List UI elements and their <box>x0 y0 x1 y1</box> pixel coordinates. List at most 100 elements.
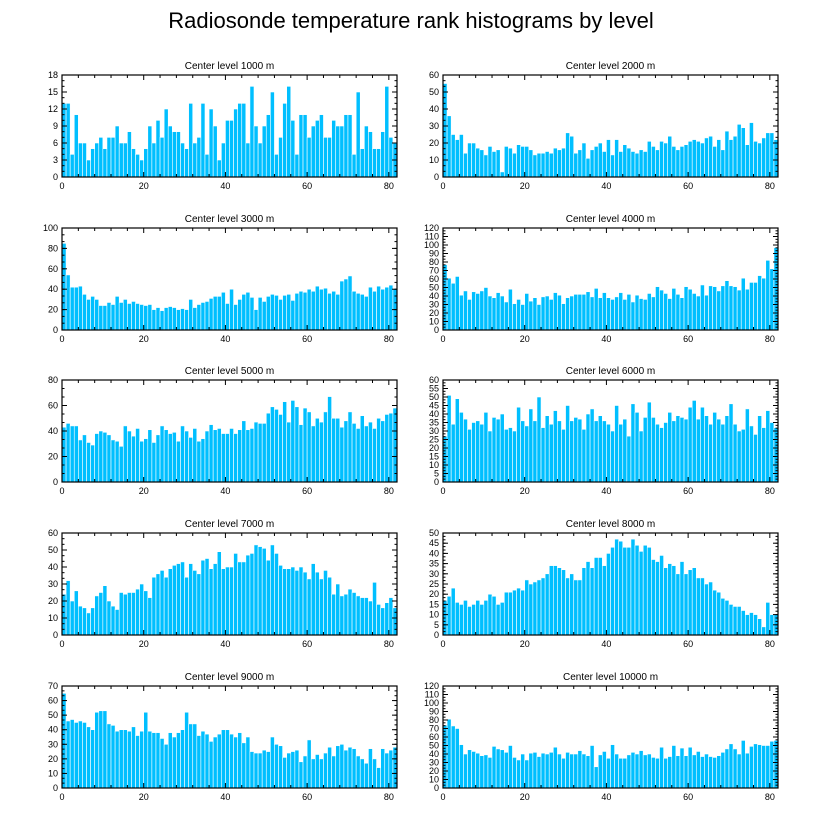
histogram-bar <box>720 597 726 636</box>
y-tick-label: 40 <box>48 426 58 436</box>
histogram-bar <box>339 125 345 178</box>
x-tick-label: 0 <box>59 181 64 191</box>
histogram-bar <box>180 425 185 483</box>
histogram-bar <box>536 756 542 789</box>
histogram-bar <box>237 299 243 331</box>
histogram-bar <box>122 299 128 331</box>
histogram-bar <box>557 753 562 789</box>
histogram-bar <box>319 578 324 636</box>
histogram-bar <box>253 309 259 331</box>
histogram-bar <box>463 290 468 331</box>
histogram-bar <box>479 604 485 636</box>
histogram-bar <box>446 595 452 636</box>
x-tick-label: 40 <box>220 639 230 649</box>
histogram-bar <box>139 159 145 178</box>
histogram-bar <box>634 294 640 331</box>
histogram-bar <box>475 293 481 331</box>
histogram-bar <box>155 120 161 178</box>
y-tick-label: 20 <box>429 589 439 599</box>
histogram-bar <box>221 291 226 331</box>
histogram-bar <box>122 425 128 483</box>
histogram-bar <box>581 142 587 178</box>
histogram-bar <box>565 297 570 331</box>
histogram-bar <box>602 151 607 178</box>
y-tick-label: 10 <box>429 775 439 785</box>
histogram-bar <box>286 86 292 178</box>
y-tick-label: 25 <box>429 579 439 589</box>
histogram-bar <box>229 288 234 331</box>
histogram-bar <box>691 754 697 789</box>
histogram-bar <box>499 295 505 331</box>
histogram-bar <box>663 142 668 178</box>
y-tick-label: 70 <box>429 724 439 734</box>
histogram-bar <box>467 606 472 636</box>
histogram-bar <box>667 298 673 331</box>
histogram-bar <box>110 304 116 331</box>
histogram-bar <box>147 429 153 483</box>
histogram-bar <box>245 554 251 636</box>
histogram-bar <box>495 418 501 483</box>
histogram-bar <box>471 291 476 331</box>
histogram-bar <box>593 146 599 178</box>
histogram-bar <box>638 551 644 636</box>
y-tick-label: 30 <box>429 569 439 579</box>
histogram-bar <box>753 434 758 483</box>
histogram-bar <box>274 295 279 331</box>
histogram-bar <box>282 757 287 789</box>
y-tick-label: 55 <box>429 384 439 394</box>
histogram-bar <box>90 729 95 789</box>
histogram-bar <box>724 130 730 178</box>
histogram-bar <box>78 720 83 789</box>
y-tick-label: 35 <box>429 418 439 428</box>
histogram-bar <box>339 280 345 331</box>
histogram-bar <box>118 592 124 636</box>
histogram-bar <box>700 142 705 178</box>
histogram-bar <box>503 428 509 483</box>
histogram-bar <box>712 286 718 331</box>
histogram-bar <box>176 563 181 636</box>
histogram-bar <box>257 546 263 636</box>
histogram-bar <box>712 146 718 178</box>
histogram-bar <box>655 561 660 636</box>
histogram-bar <box>106 723 112 789</box>
histogram-bar <box>732 606 738 636</box>
histogram-bar <box>114 296 120 331</box>
histogram-bar <box>364 425 369 483</box>
histogram-bar <box>585 413 591 483</box>
histogram-bar <box>454 139 460 178</box>
histogram-bar <box>548 565 554 636</box>
histogram-bar <box>618 423 624 483</box>
histogram-bar <box>491 417 497 483</box>
histogram-bar <box>553 410 558 483</box>
histogram-bar <box>508 147 513 178</box>
histogram-bar <box>610 546 615 636</box>
plot-frame <box>61 685 398 789</box>
histogram-bar <box>487 146 493 178</box>
histogram-bar <box>593 420 599 483</box>
histogram-bar <box>208 741 214 789</box>
y-tick-label: 90 <box>429 707 439 717</box>
histogram-bar <box>172 307 177 331</box>
histogram-bar <box>86 726 91 789</box>
histogram-bar <box>380 131 386 178</box>
histogram-bar <box>172 431 177 483</box>
histogram-bar <box>548 751 554 789</box>
histogram-bar <box>663 567 668 636</box>
x-tick-label: 60 <box>302 639 312 649</box>
histogram-bar <box>192 570 198 636</box>
y-tick-label: 60 <box>429 274 439 284</box>
histogram-bar <box>512 303 517 331</box>
histogram-bar <box>634 753 640 789</box>
histogram-bar <box>520 146 526 178</box>
histogram-bar <box>237 429 243 483</box>
histogram-bar <box>335 125 341 178</box>
histogram-bar <box>192 723 198 789</box>
panel-4: Center level 4000 m0 20 40 60 80010203040506… <box>424 214 779 344</box>
y-tick-label: 90 <box>429 249 439 259</box>
histogram-bar <box>327 292 332 331</box>
histogram-bar <box>728 285 734 331</box>
histogram-bar <box>98 710 104 789</box>
histogram-bar <box>597 754 603 789</box>
x-tick-label: 60 <box>683 639 693 649</box>
histogram-bar <box>188 723 194 789</box>
